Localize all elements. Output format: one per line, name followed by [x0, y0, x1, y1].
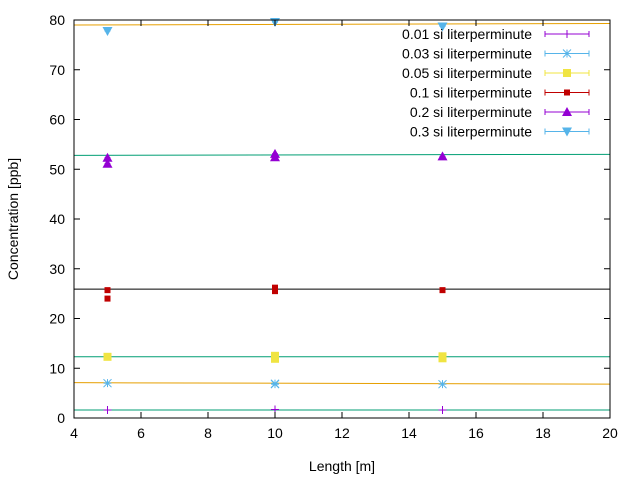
data-point: [438, 354, 447, 363]
series-5: [73, 148, 611, 168]
legend-marker: [563, 30, 571, 38]
data-point: [437, 22, 448, 32]
x-tick-label: 18: [535, 425, 551, 441]
legend-label: 0.3 si literperminute: [410, 124, 532, 140]
data-point: [438, 379, 447, 389]
data-point: [103, 406, 112, 415]
legend-marker: [563, 69, 571, 77]
data-point: [437, 151, 448, 161]
x-axis-label: Length [m]: [309, 458, 375, 474]
y-tick-label: 80: [49, 12, 65, 28]
legend-item: 0.05 si literperminute: [402, 65, 590, 81]
legend-label: 0.05 si literperminute: [402, 65, 532, 81]
data-point: [438, 406, 447, 415]
x-tick-label: 12: [334, 425, 350, 441]
data-point: [272, 284, 278, 291]
data-point: [271, 354, 279, 363]
y-tick-label: 60: [49, 112, 65, 128]
x-tick-label: 14: [401, 425, 417, 441]
data-point: [272, 288, 278, 295]
y-axis-label: Concentration [ppb]: [5, 158, 21, 280]
x-tick-label: 4: [70, 425, 78, 441]
data-point: [104, 287, 111, 294]
y-tick-label: 0: [57, 410, 65, 426]
x-tick-label: 16: [468, 425, 484, 441]
legend-label: 0.01 si literperminute: [402, 26, 532, 42]
series-1: [74, 405, 610, 415]
y-tick-label: 40: [49, 211, 65, 227]
y-tick-label: 50: [49, 161, 65, 177]
y-tick-label: 30: [49, 261, 65, 277]
fit-line: [73, 382, 611, 385]
x-tick-label: 6: [137, 425, 145, 441]
legend-marker: [562, 49, 572, 58]
data-point: [102, 152, 113, 162]
y-tick-label: 10: [49, 360, 65, 376]
legend-item: 0.1 si literperminute: [410, 85, 590, 101]
data-point: [103, 352, 112, 361]
fit-line: [73, 153, 611, 156]
legend-label: 0.1 si literperminute: [410, 85, 532, 101]
legend-marker: [562, 127, 572, 137]
series-4: [74, 284, 610, 302]
legend-item: 0.03 si literperminute: [402, 46, 590, 62]
legend-item: 0.3 si literperminute: [410, 124, 590, 140]
data-point: [270, 152, 280, 162]
series-2: [73, 378, 611, 389]
data-point: [102, 26, 113, 36]
plot-area: [73, 17, 611, 415]
legend-label: 0.03 si literperminute: [402, 46, 532, 62]
legend-item: 0.2 si literperminute: [410, 104, 590, 120]
series-3: [74, 351, 610, 363]
y-tick-label: 70: [49, 62, 65, 78]
legend-item: 0.01 si literperminute: [402, 26, 590, 42]
data-point: [103, 378, 112, 388]
data-point: [439, 287, 446, 294]
y-tick-label: 20: [49, 311, 65, 327]
x-tick-label: 10: [267, 425, 283, 441]
data-point: [270, 379, 280, 389]
x-tick-label: 8: [204, 425, 212, 441]
y-axis: 0 10 20 30 40 50 60 70 80: [49, 12, 610, 426]
data-point: [102, 158, 113, 168]
x-tick-label: 20: [602, 425, 618, 441]
data-point: [104, 295, 111, 302]
x-axis: 4 6 8 10 12 14 16 18 20: [70, 20, 618, 441]
legend-label: 0.2 si literperminute: [410, 104, 532, 120]
legend-marker: [562, 107, 572, 116]
legend-marker: [564, 89, 570, 96]
legend: 0.01 si literperminute 0.03 si literpermi…: [402, 26, 590, 140]
